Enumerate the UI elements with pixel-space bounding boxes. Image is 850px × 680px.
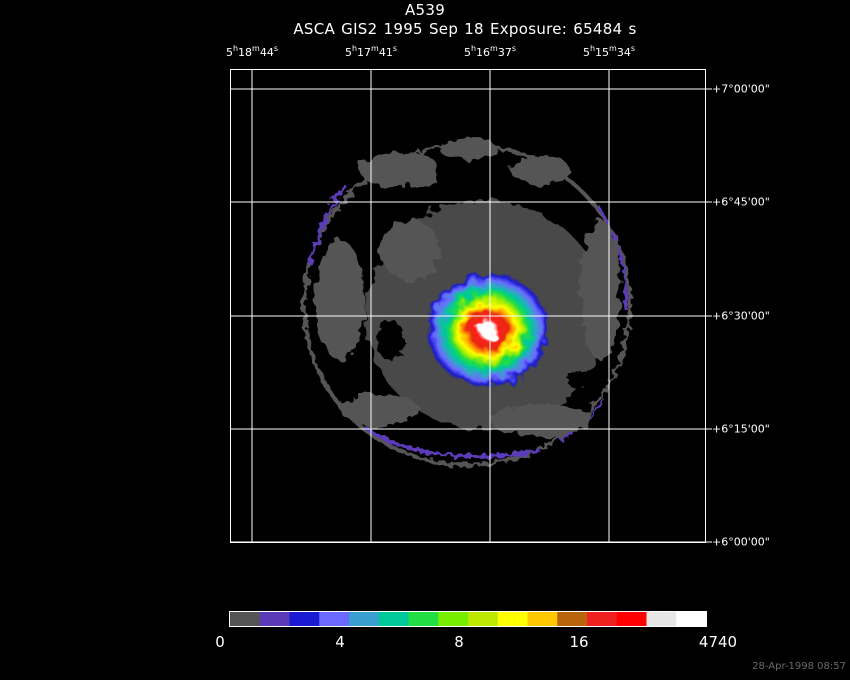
emission-gaps xyxy=(340,190,592,398)
colorbar xyxy=(229,611,707,627)
dec-tick-label: +6°45'00" xyxy=(712,195,770,209)
colorbar-swatch xyxy=(527,612,558,626)
colorbar-swatch xyxy=(646,612,677,626)
rim-blue-left xyxy=(308,183,347,266)
colorbar-swatch xyxy=(497,612,528,626)
colorbar-label: 4740 xyxy=(698,633,738,651)
dec-tick-label: +7°00'00" xyxy=(712,82,770,96)
colorbar-frame xyxy=(229,611,707,627)
colorbar-swatch xyxy=(616,612,647,626)
rim-blue-right xyxy=(596,204,628,311)
dec-tick-label: +6°00'00" xyxy=(712,535,770,549)
colorbar-label: 0 xyxy=(215,633,225,651)
detector-field xyxy=(302,140,632,467)
colorbar-label: 8 xyxy=(454,633,464,651)
cluster-core xyxy=(426,272,550,388)
colorbar-swatch xyxy=(408,612,439,626)
colorbar-swatch xyxy=(230,612,261,626)
colorbar-swatch xyxy=(319,612,350,626)
colorbar-swatch xyxy=(438,612,469,626)
diffuse-emission xyxy=(315,140,620,436)
colorbar-swatch xyxy=(587,612,618,626)
colorbar-swatch xyxy=(349,612,380,626)
colorbar-swatch xyxy=(557,612,588,626)
ra-tick-label: 5h18m44s xyxy=(225,44,279,59)
colorbar-swatch xyxy=(378,612,409,626)
dec-tick-label: +6°30'00" xyxy=(712,309,770,323)
colorbar-label: 4 xyxy=(335,633,345,651)
colorbar-swatch xyxy=(259,612,290,626)
colorbar-swatch xyxy=(289,612,320,626)
ra-tick-label: 5h15m34s xyxy=(582,44,636,59)
xray-image-plot xyxy=(230,69,712,543)
coordinate-grid xyxy=(230,69,712,543)
colorbar-label: 16 xyxy=(569,633,589,651)
ra-tick-label: 5h17m41s xyxy=(344,44,398,59)
rim-blue-bottom xyxy=(363,426,541,459)
dec-tick-label: +6°15'00" xyxy=(712,422,770,436)
plot-subtitle: ASCA GIS2 1995 Sep 18 Exposure: 65484 s xyxy=(293,20,637,38)
colorbar-swatch xyxy=(468,612,499,626)
colorbar-swatch xyxy=(676,612,707,626)
ra-tick-label: 5h16m37s xyxy=(463,44,517,59)
plot-title: A539 xyxy=(404,1,446,19)
timestamp: 28-Apr-1998 08:57 xyxy=(752,661,846,672)
